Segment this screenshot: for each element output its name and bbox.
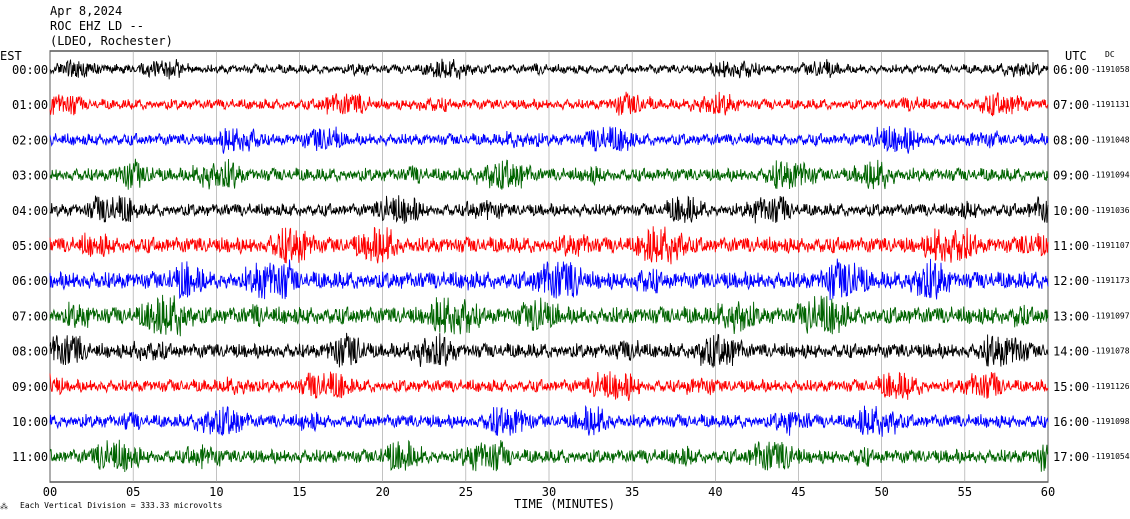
utc-time-label: 13:00 — [1053, 309, 1089, 323]
utc-time-label: 11:00 — [1053, 239, 1089, 253]
utc-time-label: 14:00 — [1053, 345, 1089, 359]
est-time-label: 11:00 — [12, 450, 48, 464]
seismic-trace — [49, 371, 1049, 401]
utc-time-label: 09:00 — [1053, 169, 1089, 183]
scale-note: Each Vertical Division = 333.33 microvol… — [20, 501, 222, 510]
est-time-label: 03:00 — [12, 169, 48, 183]
x-tick-label: 30 — [542, 485, 556, 499]
seismic-trace — [49, 91, 1049, 117]
dc-offset-label: -1191097 — [1091, 311, 1130, 320]
seismic-trace — [49, 195, 1049, 224]
seismic-trace — [49, 294, 1049, 337]
est-time-label: 04:00 — [12, 204, 48, 218]
x-tick-label: 35 — [625, 485, 639, 499]
utc-time-label: 06:00 — [1053, 63, 1089, 77]
utc-time-label: 08:00 — [1053, 133, 1089, 147]
seismic-trace — [49, 58, 1049, 80]
dc-offset-label: -1191173 — [1091, 276, 1130, 285]
seismic-trace — [49, 404, 1049, 437]
x-tick-label: 50 — [874, 485, 888, 499]
est-time-label: 00:00 — [12, 63, 48, 77]
utc-time-label: 12:00 — [1053, 274, 1089, 288]
date-title: Apr 8,2024 — [50, 4, 122, 18]
dc-offset-label: -1191094 — [1091, 171, 1130, 180]
utc-time-label: 16:00 — [1053, 415, 1089, 429]
est-time-label: 09:00 — [12, 380, 48, 394]
network-title: (LDEO, Rochester) — [50, 34, 173, 48]
utc-time-label: 17:00 — [1053, 450, 1089, 464]
x-tick-label: 60 — [1041, 485, 1055, 499]
station-title: ROC EHZ LD -- — [50, 19, 144, 33]
est-time-label: 07:00 — [12, 309, 48, 323]
grid-lines — [49, 51, 1049, 482]
utc-time-label: 15:00 — [1053, 380, 1089, 394]
dc-offset-label: -1191098 — [1091, 417, 1130, 426]
x-tick-label: 15 — [292, 485, 306, 499]
x-tick-label: 25 — [459, 485, 473, 499]
x-tick-label: 55 — [958, 485, 972, 499]
seismic-trace — [49, 439, 1049, 473]
utc-axis-label: UTC — [1065, 49, 1087, 63]
utc-time-label: 10:00 — [1053, 204, 1089, 218]
dc-offset-label: -1191036 — [1091, 206, 1130, 215]
seismic-trace — [49, 126, 1049, 154]
dc-offset-label: -1191058 — [1091, 65, 1130, 74]
x-tick-label: 05 — [126, 485, 140, 499]
est-axis-label: EST — [0, 49, 22, 63]
est-time-label: 02:00 — [12, 133, 48, 147]
est-time-label: 01:00 — [12, 98, 48, 112]
trace-layer — [49, 58, 1049, 473]
dc-label: DC — [1105, 50, 1115, 59]
est-time-label: 06:00 — [12, 274, 48, 288]
est-time-label: 10:00 — [12, 415, 48, 429]
x-tick-label: 00 — [43, 485, 57, 499]
seismic-trace — [49, 226, 1049, 265]
utc-time-label: 07:00 — [1053, 98, 1089, 112]
est-time-label: 05:00 — [12, 239, 48, 253]
x-axis-title: TIME (MINUTES) — [514, 497, 615, 511]
seismic-trace — [49, 158, 1049, 190]
seismic-trace — [49, 332, 1049, 368]
scale-glyph: ⁂ — [0, 502, 8, 511]
dc-offset-label: -1191126 — [1091, 382, 1130, 391]
dc-offset-label: -1191048 — [1091, 135, 1130, 144]
x-tick-label: 40 — [708, 485, 722, 499]
x-tick-labels: 00 05 10 15 20 25 30 35 40 45 50 55 60 — [43, 485, 1055, 499]
x-tick-label: 20 — [375, 485, 389, 499]
dc-offset-label: -1191054 — [1091, 452, 1130, 461]
dc-offset-label: -1191078 — [1091, 347, 1130, 356]
dc-offset-label: -1191107 — [1091, 241, 1130, 250]
dc-offset-label: -1191131 — [1091, 100, 1130, 109]
seismic-trace — [49, 258, 1049, 301]
x-tick-label: 10 — [209, 485, 223, 499]
x-tick-label: 45 — [791, 485, 805, 499]
est-time-label: 08:00 — [12, 345, 48, 359]
